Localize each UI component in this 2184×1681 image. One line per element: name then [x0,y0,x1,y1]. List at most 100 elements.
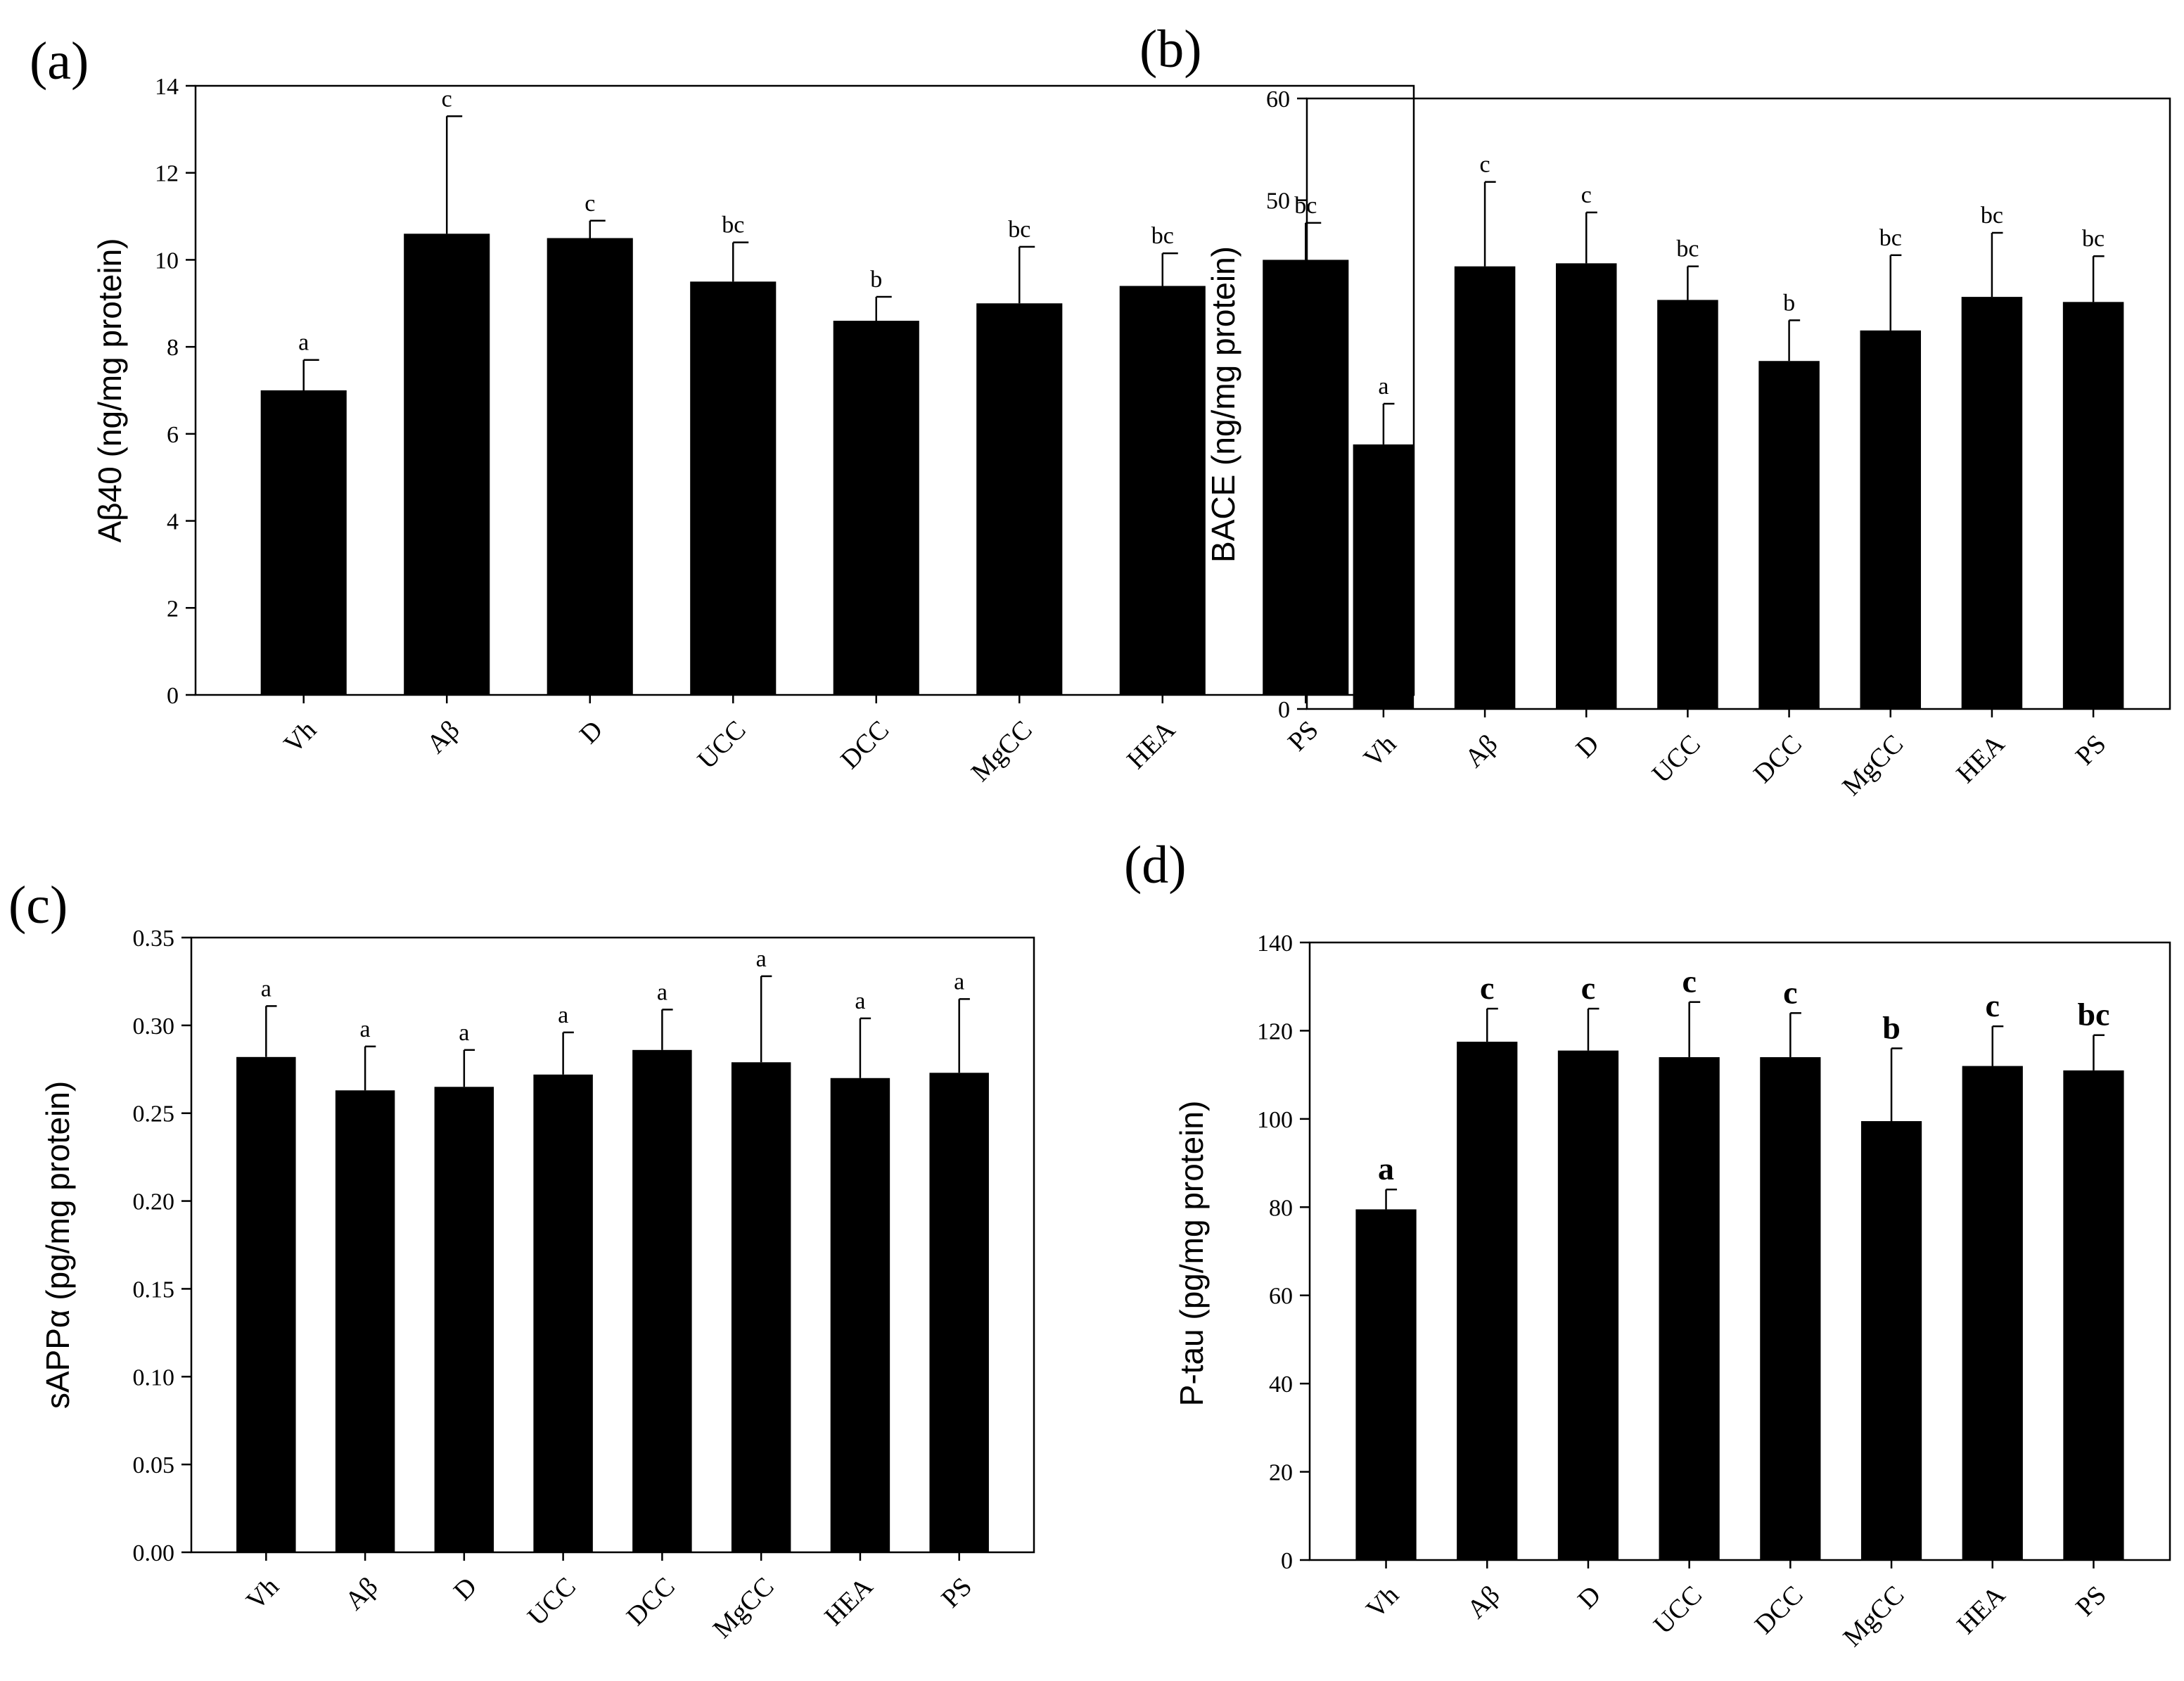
bar [2062,302,2124,709]
bar [1119,286,1206,695]
x-tick-label: D [574,715,608,750]
bar [404,234,490,695]
significance-label: bc [2082,226,2105,252]
significance-label: c [1682,964,1696,999]
plot-frame [194,84,1415,696]
significance-label: b [870,267,882,293]
chart-panel-3: (d) 0 20 40 60 80 100 120 140 P-tau (pg/mg protei… [1124,836,2171,1653]
panel-label: (a) [30,32,89,91]
y-tick-label: 10 [155,248,179,274]
x-tick-label: Vh [1360,1580,1405,1625]
y-tick-label: 40 [1266,290,1290,316]
bar [1353,444,1415,709]
x-tick-label: HEA [1121,715,1181,774]
y-axis-label: sAPPα (pg/mg protein) [39,1081,76,1409]
bar [632,1049,692,1552]
significance-label: b [1882,1010,1901,1046]
significance-label: c [1480,152,1490,178]
y-tick-label: 0 [1278,697,1290,723]
significance-label: a [261,976,272,1002]
significance-label: a [1378,373,1388,400]
y-tick-label: 0.25 [133,1101,175,1127]
significance-label: c [585,191,595,217]
x-tick-label: MgCC [966,715,1038,788]
bar [833,321,919,695]
bar [335,1090,395,1552]
x-tick-label: PS [2070,729,2112,772]
y-tick-label: 140 [1257,931,1293,957]
bar [690,281,777,695]
x-tick-label: DCC [1748,729,1808,789]
x-tick-label: HEA [819,1571,879,1631]
significance-label: c [1480,970,1494,1006]
bar [1557,1050,1619,1560]
bar [434,1087,494,1552]
y-tick-label: 30 [1266,392,1290,418]
bar [533,1074,593,1552]
x-tick-label: Vh [241,1572,285,1616]
bar [1760,1057,1821,1560]
y-tick-label: 10 [1266,595,1290,621]
panel-label: (d) [1124,836,1187,895]
bar [830,1078,890,1552]
significance-label: a [558,1002,568,1028]
panel-label: (c) [8,876,68,935]
x-tick-label: DCC [1749,1580,1809,1640]
significance-label: c [1783,974,1797,1010]
bar [547,238,633,695]
x-tick-label: PS [935,1572,978,1614]
x-tick-label: D [448,1572,483,1606]
significance-label: c [442,86,452,112]
y-tick-label: 0.20 [133,1189,175,1215]
x-tick-label: D [1572,1580,1607,1615]
significance-label: a [954,969,964,995]
x-tick-label: D [1570,729,1604,764]
significance-label: bc [1981,203,2003,229]
significance-label: a [298,330,309,356]
significance-label: bc [1676,236,1699,262]
y-tick-label: 40 [1269,1372,1293,1398]
y-tick-label: 20 [1266,494,1290,520]
y-axis-label: Aβ40 (ng/mg protein) [91,238,128,542]
bar [976,303,1063,695]
x-tick-label: Vh [279,715,323,760]
significance-label: a [459,1020,469,1046]
significance-label: a [1378,1151,1394,1187]
bar [1860,330,1922,710]
y-tick-label: 0.05 [133,1452,175,1478]
bar [929,1073,989,1552]
bar [1860,1120,1922,1560]
significance-label: a [756,946,767,972]
bar [1355,1209,1417,1560]
x-tick-label: MgCC [708,1572,780,1644]
bar [1962,1066,2023,1560]
y-tick-label: 0.15 [133,1277,175,1303]
significance-label: a [855,988,865,1014]
x-tick-label: PS [2070,1580,2112,1623]
significance-label: a [360,1016,371,1042]
y-tick-label: 0.30 [133,1014,175,1040]
bar [731,1062,791,1552]
y-tick-label: 12 [155,161,179,187]
x-tick-label: Aβ [1460,729,1504,774]
bar [1659,1057,1720,1560]
bar [1657,300,1718,709]
x-tick-label: UCC [522,1572,582,1632]
x-tick-label: Aβ [340,1572,384,1616]
significance-label: b [1783,290,1795,316]
x-tick-label: MgCC [1837,729,1909,802]
significance-label: bc [1008,217,1030,243]
panel-label: (b) [1139,20,1202,79]
bar [236,1056,296,1552]
x-tick-label: Vh [1358,729,1403,774]
y-tick-label: 2 [167,596,179,622]
y-tick-label: 50 [1266,188,1290,215]
bar [1457,1042,1518,1560]
x-tick-label: Aβ [421,715,466,760]
y-tick-label: 100 [1257,1107,1293,1133]
y-tick-label: 4 [167,509,179,535]
plot-frame [190,936,1035,1554]
x-tick-label: Aβ [1462,1580,1506,1625]
significance-label: bc [722,212,744,238]
